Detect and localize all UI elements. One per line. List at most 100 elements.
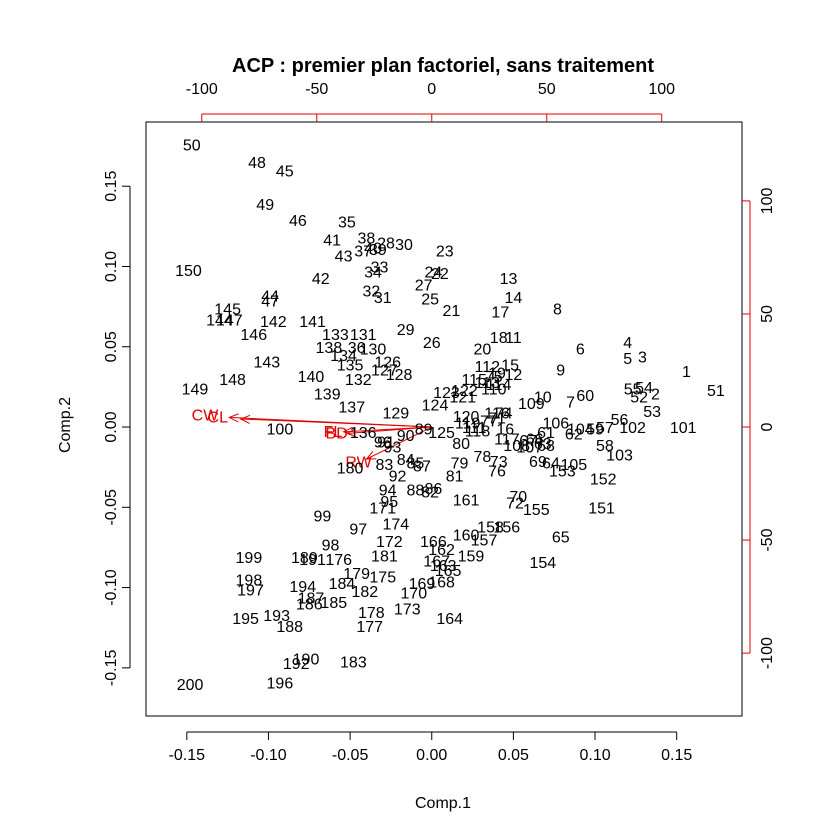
point-label: 142 [260,314,287,331]
point-label: 125 [428,425,455,442]
point-label: 196 [267,675,294,692]
x-axis-bottom: -0.15 -0.10 -0.05 0.00 0.05 0.10 0.15 [169,731,692,764]
point-label: 164 [436,611,463,628]
x-axis-label: Comp.1 [415,795,471,812]
point-label: 54 [635,380,653,397]
point-label: 29 [397,322,415,339]
point-label: 119 [455,415,481,432]
top-tick-label: 50 [538,81,556,98]
y-tick-label: -0.10 [103,569,120,606]
top-tick-label: -100 [186,81,218,98]
y-tick-label: 0.10 [103,251,120,282]
point-label: 55 [624,382,642,399]
loading-arrow-head [228,413,239,423]
point-label: 21 [442,303,460,320]
point-label: 74 [495,406,513,423]
right-tick-label: 0 [759,422,776,431]
point-label: 33 [371,260,389,277]
point-label: 19 [488,366,506,383]
point-label: 35 [338,215,356,232]
point-label: 60 [576,388,594,405]
point-label: 109 [518,396,545,413]
point-label: 145 [214,301,241,318]
point-label: 76 [488,463,506,480]
point-label: 191 [299,552,326,569]
point-label: 172 [376,534,403,551]
point-label: 131 [350,327,377,344]
top-tick-label: 100 [648,81,675,98]
point-label: 15 [501,358,519,375]
y-tick-label: -0.05 [103,489,120,526]
point-label: 197 [237,582,264,599]
y-axis-left: -0.15 -0.10 -0.05 0.00 0.05 0.10 0.15 [103,171,131,686]
point-label: 81 [446,468,464,485]
loading-arrow-shaft [366,426,432,460]
point-label: 93 [384,439,402,456]
point-label: 77 [480,414,498,431]
point-label: 182 [351,584,378,601]
loading-arrow-head [239,414,251,424]
point-label: 110 [481,382,507,399]
point-label: 66 [526,431,544,448]
point-label: 44 [261,288,279,305]
point-label: 97 [349,521,367,538]
point-label: 30 [395,237,413,254]
point-label: 61 [537,425,555,442]
y-tick-label: 0.00 [103,411,120,442]
point-label: 136 [350,425,377,442]
point-label: 4 [623,335,632,352]
point-label: 67 [519,433,537,450]
point-label: 162 [428,542,455,559]
point-label: 5 [623,351,632,368]
point-label: 42 [312,271,330,288]
point-label: 23 [436,244,454,261]
point-label: 159 [458,549,485,566]
point-label: 167 [423,553,450,570]
point-label: 38 [358,231,376,248]
point-label: 9 [556,362,565,379]
point-label: 173 [394,602,421,619]
point-label: 58 [596,438,614,455]
point-label: 69 [529,454,547,471]
point-label: 190 [293,651,320,668]
point-label: 73 [490,454,508,471]
point-label: 194 [289,579,316,596]
point-label: 141 [299,314,326,331]
point-label: 87 [413,459,431,476]
point-label: 168 [428,574,455,591]
point-label: 70 [509,489,527,506]
loading-arrow-shaft [240,418,432,428]
point-label: 185 [320,595,347,612]
point-label: 179 [343,566,370,583]
point-label: 106 [543,415,570,432]
point-label: 62 [565,427,583,444]
loading-label: CL [208,410,229,427]
point-label: 135 [337,358,364,375]
point-label: 122 [451,383,478,400]
loading-label: FL [324,424,343,441]
point-label: 176 [325,552,352,569]
point-label: 41 [323,232,341,249]
point-label: 144 [206,313,233,330]
point-label: 13 [500,271,518,288]
point-label: 187 [298,590,325,607]
x-axis-top: -100 -50 0 50 100 [186,81,675,122]
observation-labels: 1234567891011121314151617181920212223242… [175,138,725,694]
point-label: 107 [516,439,543,456]
point-label: 183 [340,655,367,672]
x-tick-label: 0.10 [579,747,610,764]
right-tick-label: -50 [759,528,776,551]
point-label: 85 [407,455,425,472]
point-label: 78 [473,449,491,466]
point-label: 121 [449,390,476,407]
point-label: 2 [651,386,660,403]
point-label: 48 [248,155,266,172]
point-label: 146 [240,327,267,344]
point-label: 152 [590,472,617,489]
point-label: 22 [431,266,449,283]
point-label: 177 [356,619,383,636]
point-label: 138 [316,340,343,357]
point-label: 189 [291,550,318,567]
point-label: 56 [611,412,629,429]
